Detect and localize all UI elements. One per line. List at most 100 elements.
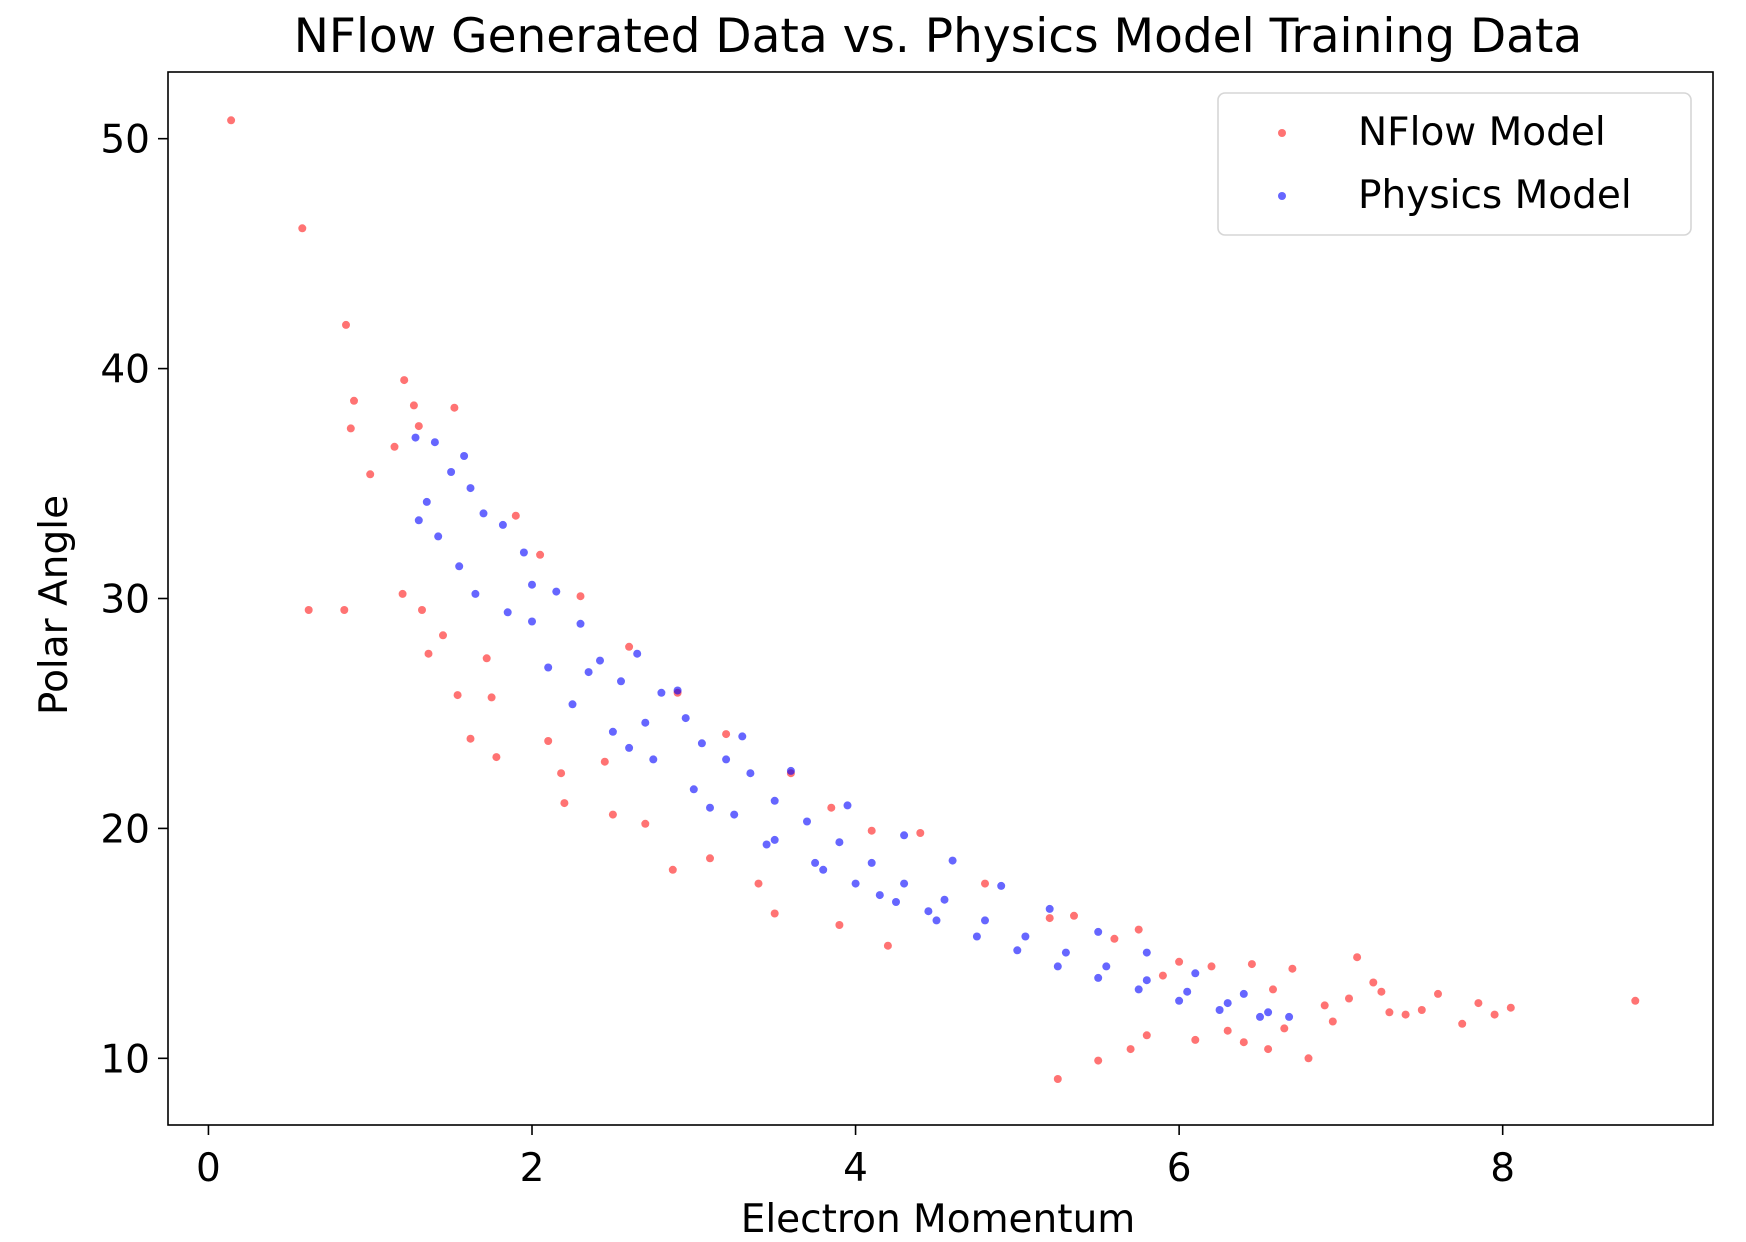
data-point bbox=[466, 484, 475, 493]
data-point bbox=[1223, 1026, 1232, 1035]
y-axis-label: Polar Angle bbox=[32, 495, 77, 715]
data-point bbox=[471, 589, 480, 598]
data-point bbox=[298, 224, 307, 233]
data-point bbox=[1345, 994, 1353, 1003]
data-point bbox=[511, 511, 520, 520]
data-point bbox=[697, 739, 706, 748]
data-point bbox=[596, 656, 604, 665]
data-point bbox=[544, 737, 553, 745]
data-point bbox=[1239, 989, 1248, 998]
series-layer bbox=[227, 116, 1640, 1083]
data-point bbox=[1320, 1001, 1329, 1010]
y-tick-label: 50 bbox=[100, 118, 150, 163]
data-point bbox=[762, 840, 771, 849]
data-point bbox=[835, 921, 844, 929]
data-point bbox=[366, 470, 375, 479]
data-point bbox=[811, 858, 820, 867]
data-point bbox=[1328, 1017, 1337, 1026]
data-point bbox=[1061, 948, 1070, 957]
data-point bbox=[346, 424, 355, 433]
y-axis: 10 20 30 40 50 bbox=[100, 118, 168, 1082]
data-point bbox=[557, 769, 566, 778]
data-point bbox=[1070, 911, 1078, 920]
data-point bbox=[1142, 948, 1151, 957]
data-point bbox=[1239, 1038, 1248, 1047]
data-point bbox=[875, 891, 884, 900]
data-point bbox=[544, 663, 553, 672]
data-point bbox=[411, 433, 420, 442]
data-point bbox=[1142, 976, 1151, 985]
data-point bbox=[434, 532, 443, 541]
y-tick-label: 20 bbox=[100, 807, 150, 852]
legend-label-physics: Physics Model bbox=[1358, 173, 1632, 218]
data-point bbox=[453, 691, 462, 700]
data-point bbox=[900, 831, 909, 840]
data-point bbox=[827, 803, 836, 812]
data-point bbox=[1175, 996, 1184, 1005]
data-point bbox=[350, 396, 358, 405]
data-point bbox=[1134, 925, 1143, 934]
data-point bbox=[342, 320, 350, 329]
data-point bbox=[560, 799, 569, 808]
data-point bbox=[1191, 969, 1200, 978]
data-point bbox=[1434, 989, 1442, 998]
data-point bbox=[400, 376, 409, 385]
data-point bbox=[633, 649, 642, 658]
data-point bbox=[706, 854, 714, 863]
data-point bbox=[689, 785, 698, 794]
data-point bbox=[746, 769, 755, 778]
chart-title: NFlow Generated Data vs. Physics Model T… bbox=[294, 9, 1582, 64]
data-point bbox=[924, 907, 933, 916]
data-point bbox=[1285, 1012, 1294, 1021]
legend: NFlow Model Physics Model bbox=[1217, 92, 1692, 236]
data-point bbox=[608, 727, 617, 736]
data-point bbox=[1053, 1075, 1062, 1083]
data-point bbox=[1385, 1008, 1394, 1017]
data-point bbox=[460, 452, 469, 460]
data-point bbox=[1094, 927, 1103, 936]
data-point bbox=[738, 732, 747, 741]
data-point bbox=[1021, 932, 1030, 941]
data-point bbox=[916, 829, 925, 837]
data-point bbox=[770, 909, 779, 918]
data-point bbox=[1207, 962, 1216, 971]
legend-box bbox=[1217, 92, 1692, 236]
data-point bbox=[940, 895, 949, 904]
legend-marker-physics bbox=[1278, 192, 1286, 200]
data-point bbox=[414, 516, 423, 525]
data-point bbox=[706, 803, 714, 812]
data-point bbox=[770, 835, 779, 844]
data-point bbox=[450, 403, 459, 412]
data-point bbox=[1631, 996, 1640, 1005]
data-point bbox=[608, 810, 617, 819]
data-point bbox=[424, 649, 433, 658]
data-point bbox=[1377, 987, 1386, 996]
data-point bbox=[625, 743, 634, 752]
series-physics-model bbox=[411, 433, 1294, 1021]
data-point bbox=[1142, 1031, 1151, 1040]
data-point bbox=[600, 757, 609, 766]
data-point bbox=[932, 916, 941, 925]
data-point bbox=[641, 718, 650, 727]
data-point bbox=[528, 617, 536, 626]
data-point bbox=[1013, 946, 1022, 955]
y-tick-label: 30 bbox=[100, 578, 150, 623]
data-point bbox=[455, 562, 464, 571]
data-point bbox=[409, 401, 418, 410]
data-point bbox=[536, 550, 545, 559]
data-point bbox=[972, 932, 981, 941]
data-point bbox=[568, 700, 577, 709]
data-point bbox=[770, 796, 779, 805]
data-point bbox=[439, 631, 447, 640]
data-point bbox=[1264, 1045, 1273, 1054]
data-point bbox=[1458, 1019, 1467, 1028]
data-point bbox=[1417, 1006, 1426, 1014]
data-point bbox=[1256, 1012, 1264, 1021]
data-point bbox=[997, 881, 1006, 890]
data-point bbox=[948, 856, 957, 865]
data-point bbox=[304, 606, 313, 614]
data-point bbox=[1175, 957, 1184, 966]
data-point bbox=[418, 606, 426, 614]
x-axis: 0 2 4 6 8 bbox=[196, 1125, 1515, 1191]
data-point bbox=[503, 608, 512, 617]
